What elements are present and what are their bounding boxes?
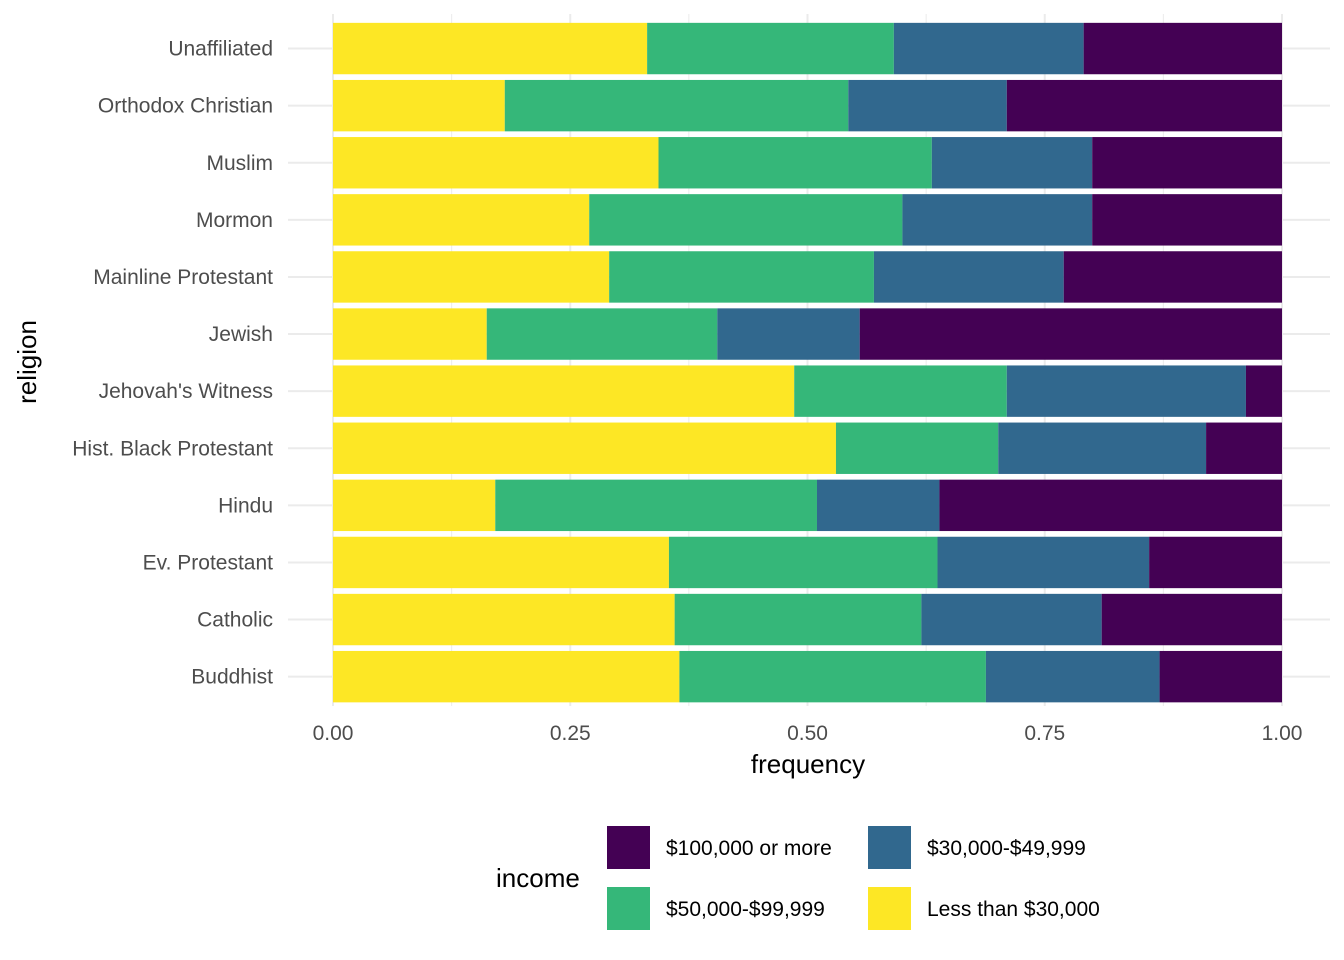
legend-items: $100,000 or more $30,000-$49,999 $50,000-$… bbox=[607, 826, 1100, 930]
bar-ev-protestant-30-000-49-999 bbox=[937, 536, 1150, 589]
bar-unaffiliated-50-000-99-999 bbox=[647, 22, 894, 75]
bar-catholic-100-000-or-more bbox=[1101, 593, 1282, 646]
y-tick-label: Jehovah's Witness bbox=[99, 380, 273, 403]
legend-label: Less than $30,000 bbox=[927, 898, 1100, 921]
bar-mormon-50-000-99-999 bbox=[589, 194, 903, 246]
bar-catholic-less-than-30-000 bbox=[333, 593, 675, 646]
bar-hist-black-protestant-100-000-or-more bbox=[1206, 422, 1282, 474]
y-tick-label: Hist. Black Protestant bbox=[72, 437, 273, 460]
bar-hist-black-protestant-30-000-49-999 bbox=[998, 422, 1207, 474]
bar-muslim-less-than-30-000 bbox=[333, 137, 659, 189]
legend-label: $50,000-$99,999 bbox=[666, 898, 825, 921]
bar-orthodox-christian-30-000-49-999 bbox=[848, 79, 1007, 132]
bar-jewish-50-000-99-999 bbox=[486, 308, 718, 360]
y-tick-label: Catholic bbox=[197, 609, 273, 632]
legend-swatch-50-000-99-999 bbox=[607, 887, 650, 930]
legend-swatch-30-000-49-999 bbox=[868, 826, 911, 869]
x-axis-tick-labels: 0.00 0.25 0.50 0.75 1.00 bbox=[313, 722, 1303, 745]
y-tick-label: Buddhist bbox=[191, 666, 273, 689]
legend-label: $30,000-$49,999 bbox=[927, 837, 1086, 860]
y-tick-label: Hindu bbox=[218, 494, 273, 517]
bar-muslim-100-000-or-more bbox=[1092, 137, 1282, 189]
bar-buddhist-less-than-30-000 bbox=[333, 650, 680, 703]
legend-swatch-100-000-or-more bbox=[607, 826, 650, 869]
bars bbox=[333, 22, 1282, 703]
bar-mormon-100-000-or-more bbox=[1092, 194, 1282, 246]
legend-swatch-less-than-30-000 bbox=[868, 887, 911, 930]
bar-hindu-less-than-30-000 bbox=[333, 479, 496, 532]
bar-mainline-protestant-less-than-30-000 bbox=[333, 251, 610, 303]
bar-hist-black-protestant-50-000-99-999 bbox=[835, 422, 999, 474]
bar-buddhist-30-000-49-999 bbox=[985, 650, 1160, 703]
bar-ev-protestant-100-000-or-more bbox=[1149, 536, 1282, 589]
bar-unaffiliated-30-000-49-999 bbox=[893, 22, 1084, 75]
bar-jehovah-s-witness-30-000-49-999 bbox=[1006, 365, 1246, 417]
bar-muslim-50-000-99-999 bbox=[658, 137, 932, 189]
y-axis-tick-labels: Buddhist Catholic Ev. Protestant Hindu Hist.… bbox=[72, 38, 273, 689]
bar-jewish-100-000-or-more bbox=[859, 308, 1282, 360]
bar-orthodox-christian-less-than-30-000 bbox=[333, 79, 505, 132]
y-tick-label: Muslim bbox=[207, 152, 274, 175]
y-axis-title: religion bbox=[12, 320, 42, 404]
bar-mormon-less-than-30-000 bbox=[333, 194, 590, 246]
bar-mainline-protestant-30-000-49-999 bbox=[873, 251, 1064, 303]
y-tick-label: Unaffiliated bbox=[168, 38, 273, 61]
bar-catholic-30-000-49-999 bbox=[921, 593, 1102, 646]
x-tick-label: 0.00 bbox=[313, 722, 354, 745]
y-tick-label: Mormon bbox=[196, 209, 273, 232]
bar-buddhist-100-000-or-more bbox=[1159, 650, 1282, 703]
bar-hindu-50-000-99-999 bbox=[495, 479, 817, 532]
x-tick-label: 1.00 bbox=[1262, 722, 1303, 745]
bar-jehovah-s-witness-100-000-or-more bbox=[1245, 365, 1282, 417]
bar-jewish-30-000-49-999 bbox=[717, 308, 860, 360]
bar-hindu-30-000-49-999 bbox=[816, 479, 940, 532]
bar-buddhist-50-000-99-999 bbox=[679, 650, 986, 703]
bar-mormon-30-000-49-999 bbox=[902, 194, 1093, 246]
bar-jehovah-s-witness-less-than-30-000 bbox=[333, 365, 795, 417]
bar-mainline-protestant-100-000-or-more bbox=[1063, 251, 1282, 303]
bar-muslim-30-000-49-999 bbox=[931, 137, 1093, 189]
x-tick-label: 0.50 bbox=[787, 722, 828, 745]
legend-title: income bbox=[496, 863, 580, 893]
bar-unaffiliated-less-than-30-000 bbox=[333, 22, 648, 75]
y-tick-label: Ev. Protestant bbox=[143, 551, 274, 574]
bar-ev-protestant-50-000-99-999 bbox=[668, 536, 938, 589]
bar-unaffiliated-100-000-or-more bbox=[1083, 22, 1282, 75]
x-tick-label: 0.75 bbox=[1024, 722, 1065, 745]
bar-ev-protestant-less-than-30-000 bbox=[333, 536, 669, 589]
y-tick-label: Mainline Protestant bbox=[93, 266, 273, 289]
bar-jehovah-s-witness-50-000-99-999 bbox=[794, 365, 1007, 417]
bar-orthodox-christian-100-000-or-more bbox=[1006, 79, 1282, 132]
legend: income $100,000 or more $30,000-$49,999 $5… bbox=[496, 826, 1100, 930]
x-axis-title: frequency bbox=[751, 749, 865, 779]
legend-label: $100,000 or more bbox=[666, 837, 832, 860]
x-tick-label: 0.25 bbox=[550, 722, 591, 745]
bar-orthodox-christian-50-000-99-999 bbox=[504, 79, 849, 132]
y-tick-label: Jewish bbox=[209, 323, 273, 346]
bar-mainline-protestant-50-000-99-999 bbox=[609, 251, 874, 303]
bar-jewish-less-than-30-000 bbox=[333, 308, 487, 360]
y-tick-label: Orthodox Christian bbox=[98, 95, 273, 118]
bar-hist-black-protestant-less-than-30-000 bbox=[333, 422, 836, 474]
bar-hindu-100-000-or-more bbox=[939, 479, 1282, 532]
bar-catholic-50-000-99-999 bbox=[674, 593, 922, 646]
